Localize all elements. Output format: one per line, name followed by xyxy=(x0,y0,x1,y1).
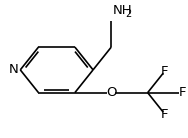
Text: NH: NH xyxy=(113,4,133,17)
Text: F: F xyxy=(161,108,169,121)
Text: O: O xyxy=(106,86,117,99)
Text: F: F xyxy=(178,86,186,99)
Text: F: F xyxy=(161,64,169,78)
Text: N: N xyxy=(9,63,19,76)
Text: 2: 2 xyxy=(125,9,132,19)
